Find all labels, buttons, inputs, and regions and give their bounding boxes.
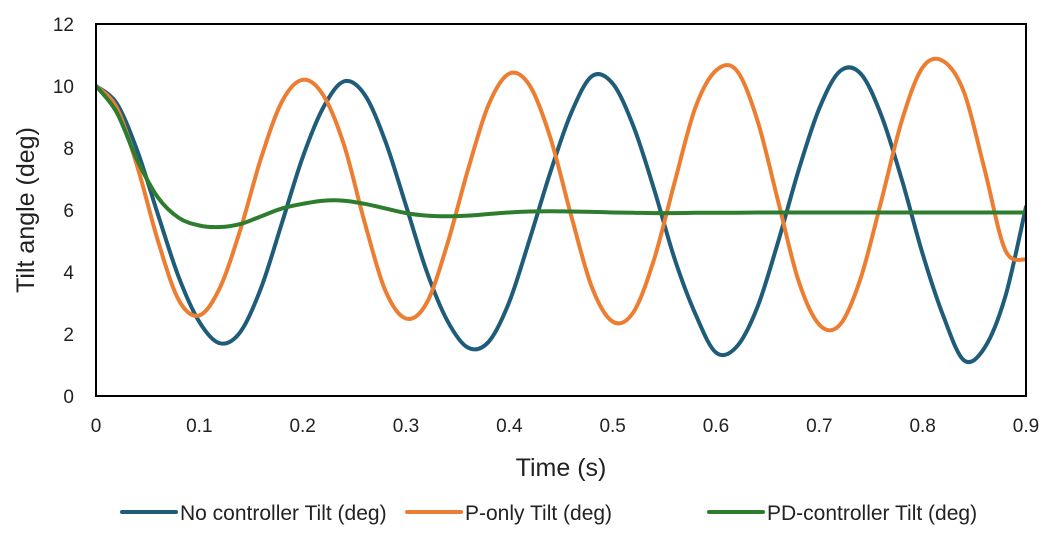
y-tick-label: 8 <box>63 139 74 160</box>
x-tick-label: 0.2 <box>289 416 315 437</box>
y-tick-label: 4 <box>63 263 74 284</box>
y-tick-label: 0 <box>63 387 74 408</box>
plot-area-border <box>95 23 1027 397</box>
x-tick-label: 0.4 <box>496 416 523 437</box>
y-tick-label: 6 <box>63 201 74 222</box>
x-tick-label: 0.6 <box>703 416 729 437</box>
x-tick-label: 0.1 <box>186 416 212 437</box>
series-line-pd-controller-tilt-deg <box>96 84 1026 230</box>
x-axis-title: Time (s) <box>516 454 607 482</box>
series-line-p-only-tilt-deg <box>96 56 1026 333</box>
x-tick-label: 0.3 <box>393 416 419 437</box>
x-tick-label: 0.9 <box>1013 416 1039 437</box>
series-line-no-controller-tilt-deg <box>96 65 1026 365</box>
legend-label-pd-controller-tilt-deg: PD-controller Tilt (deg) <box>767 502 977 525</box>
x-tick-label: 0.5 <box>599 416 625 437</box>
x-tick-label: 0.7 <box>806 416 832 437</box>
legend: No controller Tilt (deg) P-only Tilt (deg… <box>120 502 977 525</box>
y-axis-title: Tilt angle (deg) <box>12 127 40 293</box>
legend-label-no-controller-tilt-deg: No controller Tilt (deg) <box>180 502 387 525</box>
y-tick-label: 2 <box>63 325 74 346</box>
x-tick-label: 0.8 <box>909 416 935 437</box>
y-tick-label: 12 <box>53 15 74 36</box>
legend-label-p-only-tilt-deg: P-only Tilt (deg) <box>465 502 612 525</box>
x-tick-label: 0 <box>91 416 102 437</box>
y-tick-label: 10 <box>53 77 74 98</box>
